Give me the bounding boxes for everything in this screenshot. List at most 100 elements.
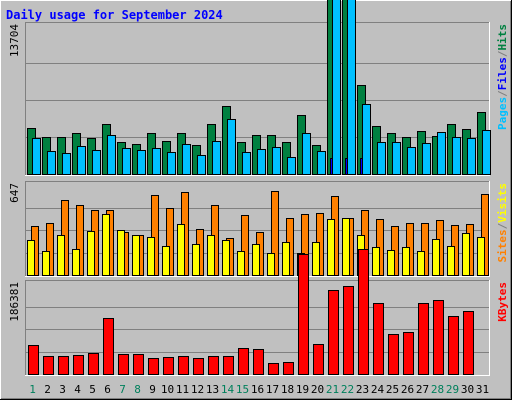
bar-pages (122, 148, 131, 175)
bar-kbytes (403, 332, 414, 375)
y-max-label-kbytes: 186381 (8, 282, 21, 322)
bar-kbytes (358, 249, 369, 375)
legend-entry: Files (496, 57, 509, 90)
bar-pages (92, 150, 101, 175)
bar-visits (177, 224, 185, 276)
bar-visits (102, 214, 110, 276)
bar-visits (282, 242, 290, 276)
x-tick-label: 11 (176, 383, 189, 396)
x-tick-label: 9 (149, 383, 156, 396)
bar-pages (467, 138, 476, 175)
legend-entry: Pages (496, 97, 509, 130)
bar-pages (137, 150, 146, 175)
bar-pages (407, 147, 416, 175)
bar-visits (72, 249, 80, 276)
x-tick-label: 31 (476, 383, 489, 396)
x-tick-label: 19 (296, 383, 309, 396)
legend-entry: KBytes (496, 282, 509, 322)
bars-kbytes (28, 249, 474, 375)
x-tick-label: 16 (251, 383, 264, 396)
bar-pages (62, 153, 71, 175)
bar-pages (182, 144, 191, 175)
bar-visits (132, 235, 140, 276)
bar-visits (312, 242, 320, 276)
bar-kbytes (43, 356, 54, 375)
bar-kbytes (193, 358, 204, 375)
bar-pages (347, 0, 356, 175)
bar-kbytes (448, 316, 459, 375)
x-tick-label: 5 (89, 383, 96, 396)
bar-pages (242, 152, 251, 175)
bar-kbytes (328, 290, 339, 375)
bar-visits (207, 235, 215, 276)
bar-pages (362, 104, 371, 175)
bar-pages (197, 155, 206, 175)
bar-pages (227, 119, 236, 175)
bar-pages (77, 146, 86, 175)
x-tick-label: 20 (311, 383, 324, 396)
legend-entry: / (496, 50, 509, 57)
bar-visits (402, 247, 410, 276)
x-tick-label: 17 (266, 383, 279, 396)
x-tick-label: 7 (119, 383, 126, 396)
chart-panels: 13704Pages/Files/Hits647Sites/Visits1863… (8, 0, 509, 376)
bar-kbytes (163, 357, 174, 375)
bar-kbytes (313, 344, 324, 375)
bars-hits (27, 0, 491, 175)
bar-pages (212, 141, 221, 175)
x-tick-label: 26 (401, 383, 414, 396)
bar-kbytes (373, 303, 384, 375)
bar-kbytes (223, 356, 234, 375)
bar-pages (437, 132, 446, 175)
bar-kbytes (178, 356, 189, 375)
x-tick-label: 14 (221, 383, 235, 396)
legend-visits: Sites/Visits (496, 183, 509, 263)
bar-kbytes (283, 362, 294, 375)
bar-visits (477, 237, 485, 276)
bar-kbytes (298, 254, 309, 375)
legend-entry: Visits (496, 183, 509, 223)
legend-kbytes: KBytes (496, 282, 509, 322)
bar-visits (42, 251, 50, 276)
bar-visits (372, 247, 380, 276)
bar-visits (117, 230, 125, 276)
bar-pages (317, 151, 326, 175)
chart-title: Daily usage for September 2024 (6, 8, 223, 22)
bar-kbytes (388, 334, 399, 375)
bar-kbytes (238, 348, 249, 375)
bar-pages (392, 142, 401, 175)
x-tick-label: 6 (104, 383, 111, 396)
x-tick-label: 30 (461, 383, 474, 396)
bar-visits (432, 239, 440, 276)
bar-visits (417, 251, 425, 276)
y-max-label-hits: 13704 (8, 24, 21, 57)
bar-kbytes (253, 349, 264, 375)
x-tick-label: 21 (326, 383, 339, 396)
bar-visits (87, 231, 95, 276)
x-tick-label: 15 (236, 383, 249, 396)
bar-visits (162, 246, 170, 276)
bar-visits (267, 253, 275, 276)
bar-pages (47, 151, 56, 175)
bar-kbytes (73, 355, 84, 375)
bar-pages (32, 138, 41, 175)
bar-visits (342, 218, 350, 276)
bar-kbytes (463, 311, 474, 375)
bar-pages (422, 143, 431, 175)
x-tick-label: 28 (431, 383, 444, 396)
x-tick-label: 12 (191, 383, 204, 396)
x-tick-label: 23 (356, 383, 369, 396)
bar-pages (332, 0, 341, 175)
bar-kbytes (103, 318, 114, 375)
legend-entry: / (496, 90, 509, 97)
legend-entry: / (496, 222, 509, 229)
legend-entry: Hits (496, 24, 509, 51)
bar-visits (252, 244, 260, 276)
bar-kbytes (343, 286, 354, 375)
x-tick-label: 18 (281, 383, 294, 396)
bar-kbytes (433, 300, 444, 375)
bar-visits (462, 233, 470, 276)
